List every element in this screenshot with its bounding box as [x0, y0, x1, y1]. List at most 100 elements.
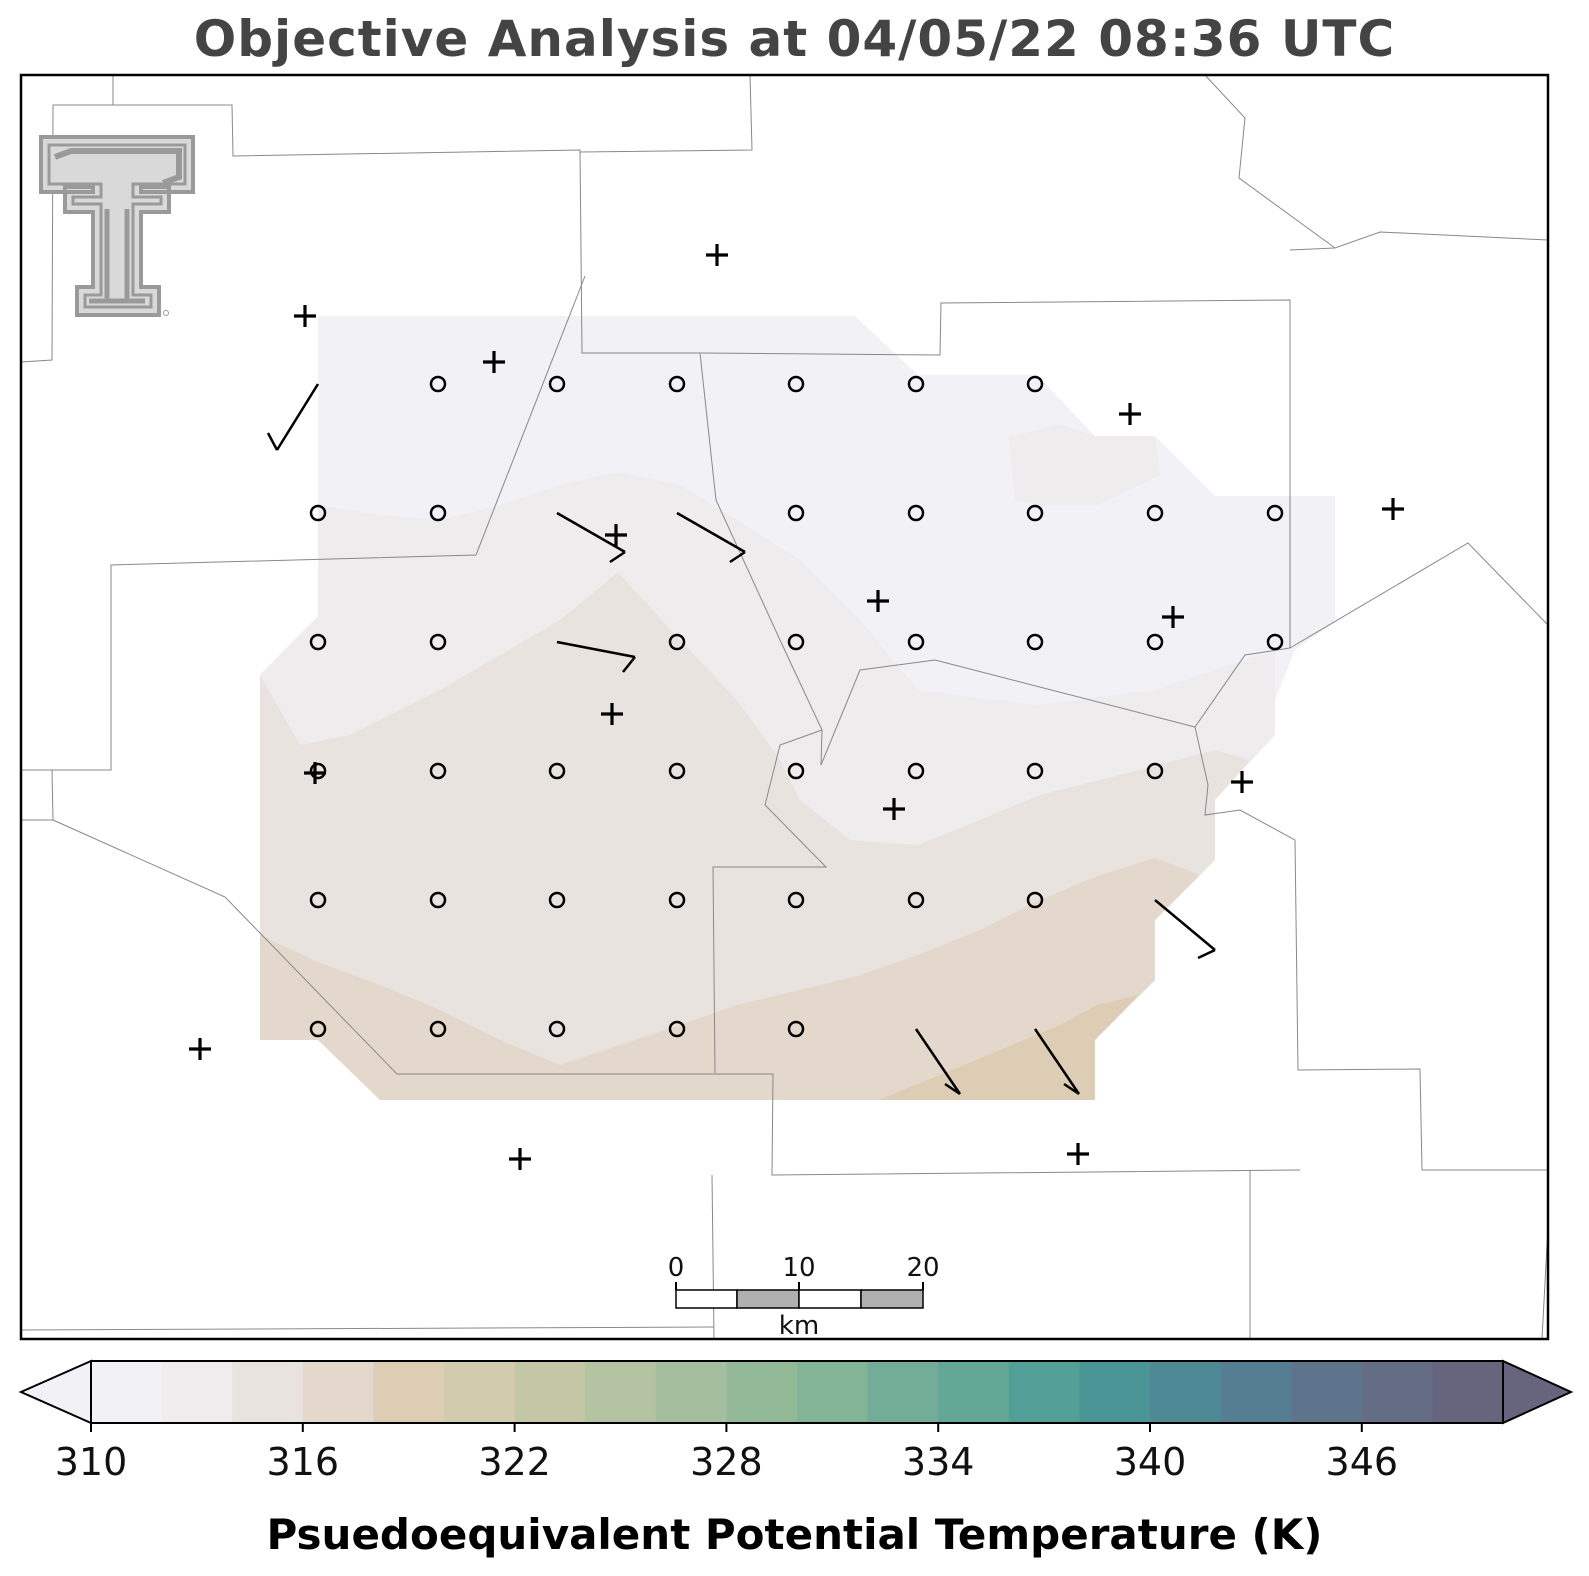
- station-plus-marker: [883, 798, 905, 820]
- colorbar-bin: [1079, 1361, 1151, 1423]
- calm-wind-circle: [1146, 504, 1164, 522]
- calm-wind-circle: [1266, 504, 1284, 522]
- station-plus-marker: [706, 244, 728, 266]
- map-area: 0 10 20 km: [21, 75, 1548, 1341]
- colorbar-extend-low: [18, 1359, 92, 1425]
- calm-wind-circle: [548, 762, 566, 780]
- colorbar-bin: [1291, 1361, 1363, 1423]
- colorbar-tick-label: 328: [690, 1440, 763, 1484]
- station-plus-marker: [483, 351, 505, 373]
- station-plus-marker: [601, 703, 623, 725]
- colorbar-bin: [938, 1361, 1010, 1423]
- calm-wind-circle: [787, 891, 805, 909]
- colorbar-tick-label: 334: [902, 1440, 975, 1484]
- calm-wind-circle: [1266, 633, 1284, 651]
- calm-wind-circle: [668, 633, 686, 651]
- station-plus-marker: [189, 1038, 211, 1060]
- calm-wind-circle: [1146, 633, 1164, 651]
- wind-barbs: [266, 383, 1216, 1096]
- station-plus-marker: [605, 524, 627, 546]
- map-title: Objective Analysis at 04/05/22 08:36 UTC: [193, 10, 1396, 68]
- scale-label-10: 10: [782, 1253, 815, 1283]
- colorbar-tick-label: 346: [1326, 1440, 1399, 1484]
- colorbar-bin: [1150, 1361, 1222, 1423]
- colorbar-bin: [1432, 1361, 1504, 1423]
- wind-barb: [1154, 899, 1216, 960]
- calm-wind-circle: [787, 633, 805, 651]
- county-boundaries: [21, 75, 1548, 1339]
- wind-barb: [556, 511, 626, 564]
- calm-wind-circle: [309, 1020, 327, 1038]
- colorbar-ticks: 310 316 322 328 334 340 346: [55, 1423, 1398, 1484]
- calm-wind-circle: [907, 762, 925, 780]
- colorbar-bin: [726, 1361, 798, 1423]
- calm-wind-circle: [1026, 891, 1044, 909]
- calm-wind-circle: [429, 762, 447, 780]
- calm-wind-circle: [668, 891, 686, 909]
- colorbar-bin: [514, 1361, 586, 1423]
- colorbar-bin: [1008, 1361, 1080, 1423]
- colorbar-tick-label: 310: [55, 1440, 128, 1484]
- scale-bar: 0 10 20 km: [668, 1253, 940, 1341]
- scale-label-0: 0: [668, 1253, 685, 1283]
- calm-wind-circle: [429, 633, 447, 651]
- calm-wind-circle: [548, 375, 566, 393]
- colorbar-label: Psuedoequivalent Potential Temperature (…: [266, 1510, 1323, 1559]
- station-plus-marker: [1162, 606, 1184, 628]
- colorbar-bin: [797, 1361, 869, 1423]
- colorbar-tick-label: 322: [478, 1440, 551, 1484]
- calm-wind-circle: [548, 891, 566, 909]
- colorbar-bin: [1361, 1361, 1433, 1423]
- calm-wind-circle: [1026, 633, 1044, 651]
- wind-barb: [676, 511, 746, 564]
- calm-wind-circle: [668, 375, 686, 393]
- calm-wind-circle: [429, 1020, 447, 1038]
- colorbar-bin: [302, 1361, 374, 1423]
- calm-wind-circles: [309, 375, 1284, 1038]
- contour-fill-316-318: [260, 858, 1200, 1100]
- station-plus-marker: [294, 305, 316, 327]
- colorbar-bin: [373, 1361, 445, 1423]
- colorbar-bin: [655, 1361, 727, 1423]
- calm-wind-circle: [907, 375, 925, 393]
- colorbar-bin: [1220, 1361, 1292, 1423]
- calm-wind-circle: [668, 1020, 686, 1038]
- colorbar-bin: [867, 1361, 939, 1423]
- texas-tech-double-t-logo: [39, 135, 195, 317]
- calm-wind-circle: [309, 891, 327, 909]
- calm-wind-circle: [1026, 762, 1044, 780]
- calm-wind-circle: [1146, 762, 1164, 780]
- calm-wind-circle: [429, 891, 447, 909]
- colorbar-tick-label: 340: [1114, 1440, 1187, 1484]
- contour-fill-312-314b: [1009, 424, 1160, 505]
- colorbar-bin: [444, 1361, 516, 1423]
- calm-wind-circle: [429, 504, 447, 522]
- station-plus-marker: [1231, 771, 1253, 793]
- calm-wind-circle: [787, 504, 805, 522]
- colorbar-bin: [232, 1361, 304, 1423]
- calm-wind-circle: [429, 375, 447, 393]
- calm-wind-circle: [787, 762, 805, 780]
- scale-unit: km: [779, 1311, 819, 1341]
- calm-wind-circle: [668, 762, 686, 780]
- colorbar-bin: [91, 1361, 163, 1423]
- calm-wind-circle: [548, 1020, 566, 1038]
- station-plus-marker: [509, 1148, 531, 1170]
- wind-barb: [556, 640, 636, 673]
- station-plus-marker: [1119, 403, 1141, 425]
- colorbar-outline: [90, 1360, 1504, 1424]
- wind-barb: [1033, 1028, 1081, 1096]
- calm-wind-circle: [1026, 375, 1044, 393]
- calm-wind-circle: [787, 375, 805, 393]
- wind-barb: [914, 1028, 962, 1096]
- colorbar-bin: [161, 1361, 233, 1423]
- calm-wind-circle: [309, 504, 327, 522]
- contour-fill-318-320: [878, 995, 1138, 1100]
- map-frame: [19, 73, 1550, 1341]
- colorbar-tick-label: 316: [267, 1440, 340, 1484]
- colorbar-bin: [585, 1361, 657, 1423]
- colorbar: [18, 1359, 1574, 1425]
- calm-wind-circle: [907, 504, 925, 522]
- wind-barb: [266, 383, 320, 451]
